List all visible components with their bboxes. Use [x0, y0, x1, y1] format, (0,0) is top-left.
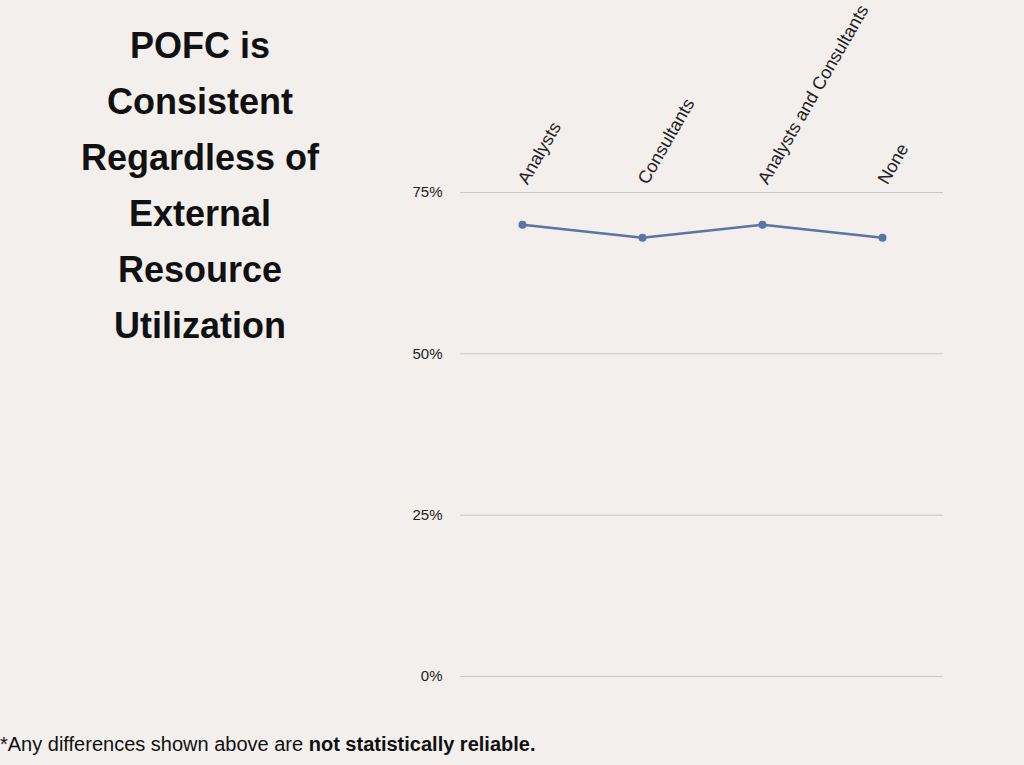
svg-text:25%: 25% — [412, 506, 442, 523]
svg-text:Analysts: Analysts — [514, 118, 565, 187]
svg-text:Analysts and Consultants: Analysts and Consultants — [754, 1, 873, 187]
svg-text:0%: 0% — [421, 667, 443, 684]
svg-text:Consultants: Consultants — [634, 95, 699, 187]
svg-text:50%: 50% — [412, 345, 442, 362]
svg-text:75%: 75% — [412, 183, 442, 200]
svg-text:None: None — [874, 140, 913, 187]
html-text:*Any differences shown above a: *Any differences shown above are not sta… — [0, 733, 536, 755]
html-text:POFC is Consistent Regardless: POFC is Consistent Regardless of Externa… — [81, 25, 319, 346]
